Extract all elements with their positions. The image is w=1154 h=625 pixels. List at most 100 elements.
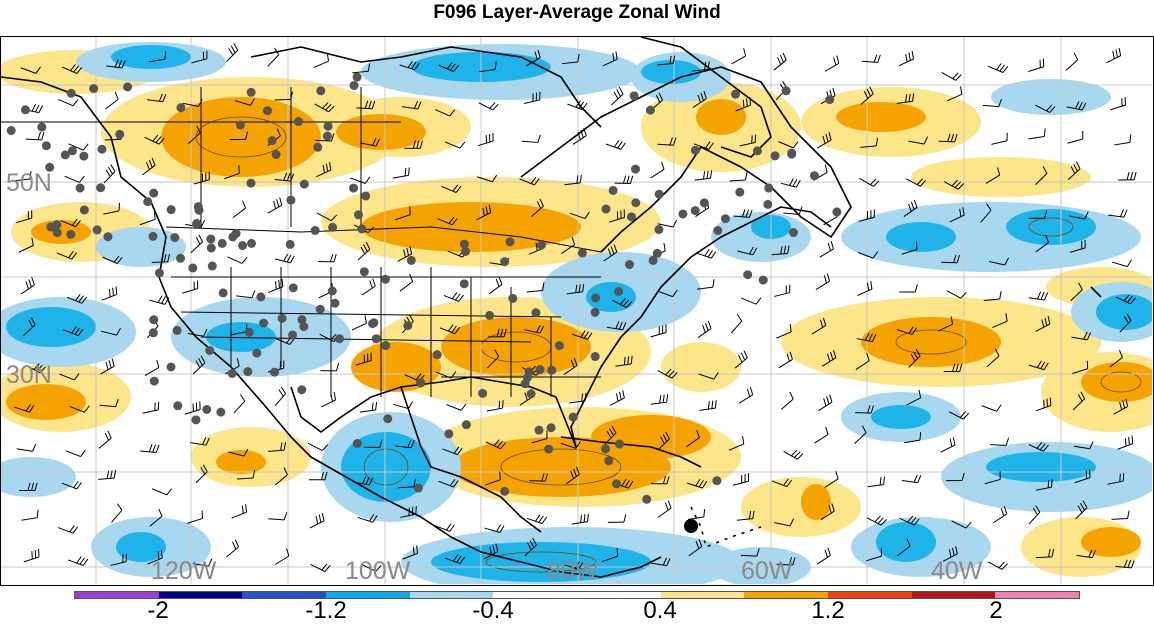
wind-barb bbox=[66, 450, 86, 456]
wind-barb bbox=[606, 140, 626, 149]
wind-barb bbox=[152, 489, 172, 495]
station-marker bbox=[649, 256, 658, 265]
station-marker bbox=[236, 121, 245, 130]
wind-barb bbox=[1110, 97, 1125, 110]
wind-barb bbox=[942, 72, 962, 80]
positive-anomaly-region bbox=[216, 450, 266, 474]
station-marker bbox=[601, 205, 610, 214]
station-marker bbox=[646, 106, 655, 115]
lon-label-120w: 120W bbox=[151, 559, 216, 584]
wind-barb bbox=[21, 277, 34, 294]
wind-barb bbox=[572, 514, 589, 524]
wind-barb bbox=[779, 352, 793, 368]
wind-barb bbox=[695, 170, 712, 180]
station-marker bbox=[353, 73, 362, 82]
wind-barb bbox=[1112, 260, 1132, 267]
station-marker bbox=[335, 334, 344, 343]
wind-barb bbox=[236, 290, 255, 297]
station-marker bbox=[219, 288, 228, 297]
wind-barb bbox=[185, 402, 200, 415]
wind-barb bbox=[825, 56, 839, 72]
station-marker bbox=[286, 240, 295, 249]
negative-anomaly-region bbox=[991, 79, 1111, 115]
station-marker bbox=[245, 328, 254, 337]
wind-barb bbox=[99, 431, 111, 449]
station-marker bbox=[93, 225, 102, 234]
station-marker bbox=[403, 321, 412, 330]
station-marker bbox=[625, 260, 634, 269]
colorbar-segment bbox=[75, 592, 159, 598]
wind-barb bbox=[857, 281, 872, 295]
station-marker bbox=[311, 226, 320, 235]
station-marker bbox=[523, 373, 532, 382]
station-marker bbox=[316, 305, 325, 314]
station-marker bbox=[615, 440, 624, 449]
wind-barb bbox=[140, 444, 159, 452]
station-marker bbox=[678, 209, 687, 218]
station-marker bbox=[614, 287, 623, 296]
wind-barb bbox=[817, 548, 830, 564]
station-marker bbox=[270, 368, 279, 377]
station-marker bbox=[202, 405, 211, 414]
lon-label-80w: 80W bbox=[547, 559, 598, 584]
wind-barb bbox=[275, 254, 294, 263]
wind-barb bbox=[393, 167, 410, 178]
station-marker bbox=[278, 314, 287, 323]
wind-barb bbox=[268, 48, 279, 66]
station-marker bbox=[789, 228, 798, 237]
station-marker bbox=[764, 184, 773, 193]
station-marker bbox=[349, 184, 358, 193]
wind-barb bbox=[731, 314, 741, 333]
wind-barb bbox=[774, 285, 790, 297]
wind-barb bbox=[145, 360, 159, 376]
station-marker bbox=[21, 105, 30, 114]
wind-barb bbox=[781, 392, 793, 410]
station-marker bbox=[759, 276, 768, 285]
station-marker bbox=[123, 82, 132, 91]
station-marker bbox=[508, 294, 517, 303]
wind-barb bbox=[1028, 59, 1043, 72]
wind-barb bbox=[902, 475, 921, 483]
wind-barb bbox=[816, 274, 830, 290]
wind-barb bbox=[106, 92, 119, 109]
wind-barb bbox=[314, 53, 329, 67]
station-marker bbox=[544, 445, 553, 454]
station-marker bbox=[42, 141, 51, 150]
station-marker bbox=[609, 186, 618, 195]
wind-barb bbox=[733, 473, 749, 485]
colorbar-label-1-2: 1.2 bbox=[811, 597, 844, 625]
colorbar-label-neg0-4: -0.4 bbox=[472, 597, 513, 625]
station-marker bbox=[547, 423, 556, 432]
station-marker bbox=[259, 319, 268, 328]
station-marker bbox=[96, 183, 105, 192]
station-marker bbox=[810, 171, 819, 180]
positive-anomaly-region bbox=[441, 317, 591, 377]
station-marker bbox=[247, 88, 256, 97]
station-marker bbox=[61, 150, 70, 159]
station-marker bbox=[37, 123, 46, 132]
station-marker bbox=[832, 207, 841, 216]
station-marker bbox=[191, 415, 200, 424]
station-marker bbox=[547, 366, 556, 375]
lon-label-100w: 100W bbox=[345, 559, 410, 584]
station-marker bbox=[654, 225, 663, 234]
colorbar-segment bbox=[159, 592, 243, 598]
station-marker bbox=[79, 152, 88, 161]
station-marker bbox=[188, 263, 197, 272]
wind-barb bbox=[446, 404, 466, 410]
wind-barb bbox=[868, 477, 885, 487]
negative-anomaly-region bbox=[431, 542, 651, 582]
station-marker bbox=[294, 117, 303, 126]
wind-barb bbox=[321, 392, 335, 407]
wind-barb bbox=[362, 279, 375, 295]
station-marker bbox=[268, 136, 277, 145]
wind-barb bbox=[651, 394, 668, 404]
wind-barb bbox=[990, 438, 1008, 446]
positive-anomaly-region bbox=[361, 202, 581, 252]
station-marker bbox=[66, 230, 75, 239]
wind-barb bbox=[899, 51, 914, 66]
station-marker bbox=[313, 143, 322, 152]
station-marker bbox=[630, 91, 639, 100]
station-marker bbox=[414, 484, 423, 493]
station-marker bbox=[353, 439, 362, 448]
